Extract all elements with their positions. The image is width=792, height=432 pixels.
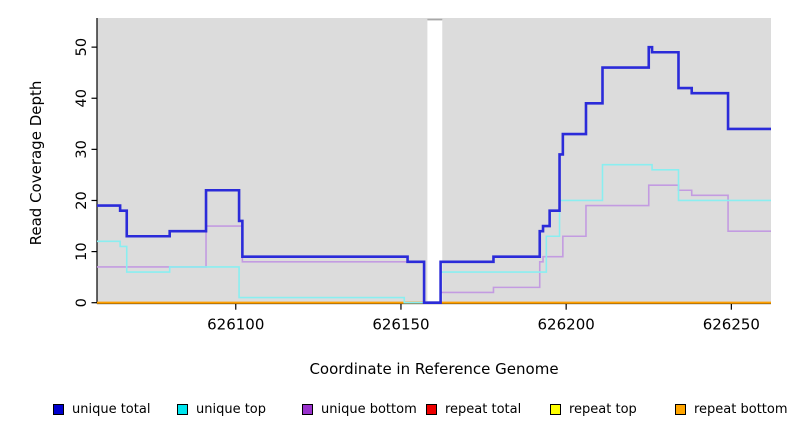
legend-item-repeat-bottom: repeat bottom [675,399,788,419]
series-line-unique-total [97,45,771,304]
repeat-bottom-swatch-icon [675,403,686,415]
legend-item-unique-top: unique top [177,399,266,419]
y-tick-label: 10 [74,242,90,260]
x-tick-label: 626250 [703,316,760,334]
legend-item-unique-bottom: unique bottom [302,399,417,419]
legend-item-unique-total: unique total [53,399,150,419]
series-line-unique-bottom [97,184,771,304]
x-tick-label: 626200 [538,316,595,334]
unique-top-swatch-icon [177,403,188,415]
x-tick-label: 626150 [372,316,429,334]
repeat-top-swatch-icon [550,403,561,415]
y-tick-label: 50 [74,38,90,56]
legend-label: repeat total [445,401,522,417]
legend-label: repeat bottom [694,401,788,417]
legend-label: unique total [72,401,151,417]
legend-item-repeat-total: repeat total [426,399,521,419]
legend-label: unique top [196,401,267,417]
repeat-total-swatch-icon [426,403,437,415]
y-tick-label: 30 [74,140,90,158]
unique-total-swatch-icon [53,403,64,415]
y-tick-label: 20 [74,191,90,209]
y-axis-label: Read Coverage Depth [27,80,45,246]
x-tick-label: 626100 [207,316,264,334]
y-tick-label: 0 [74,298,90,307]
legend-label: repeat top [569,401,637,417]
legend-item-repeat-top: repeat top [550,399,637,419]
masked-gap-cap [427,18,443,21]
legend: unique total unique top unique bottom re… [0,399,792,423]
masked-gap-band [427,20,443,302]
y-tick-label: 40 [74,89,90,107]
x-axis-label: Coordinate in Reference Genome [309,360,559,378]
unique-bottom-swatch-icon [302,403,313,415]
legend-label: unique bottom [321,401,417,417]
